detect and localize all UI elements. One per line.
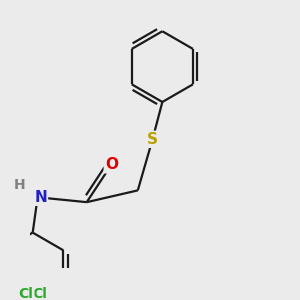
Text: N: N — [34, 190, 47, 205]
Text: H: H — [14, 178, 26, 193]
Text: O: O — [105, 157, 118, 172]
Text: Cl: Cl — [32, 286, 47, 300]
Text: S: S — [147, 132, 158, 147]
Text: Cl: Cl — [19, 286, 33, 300]
